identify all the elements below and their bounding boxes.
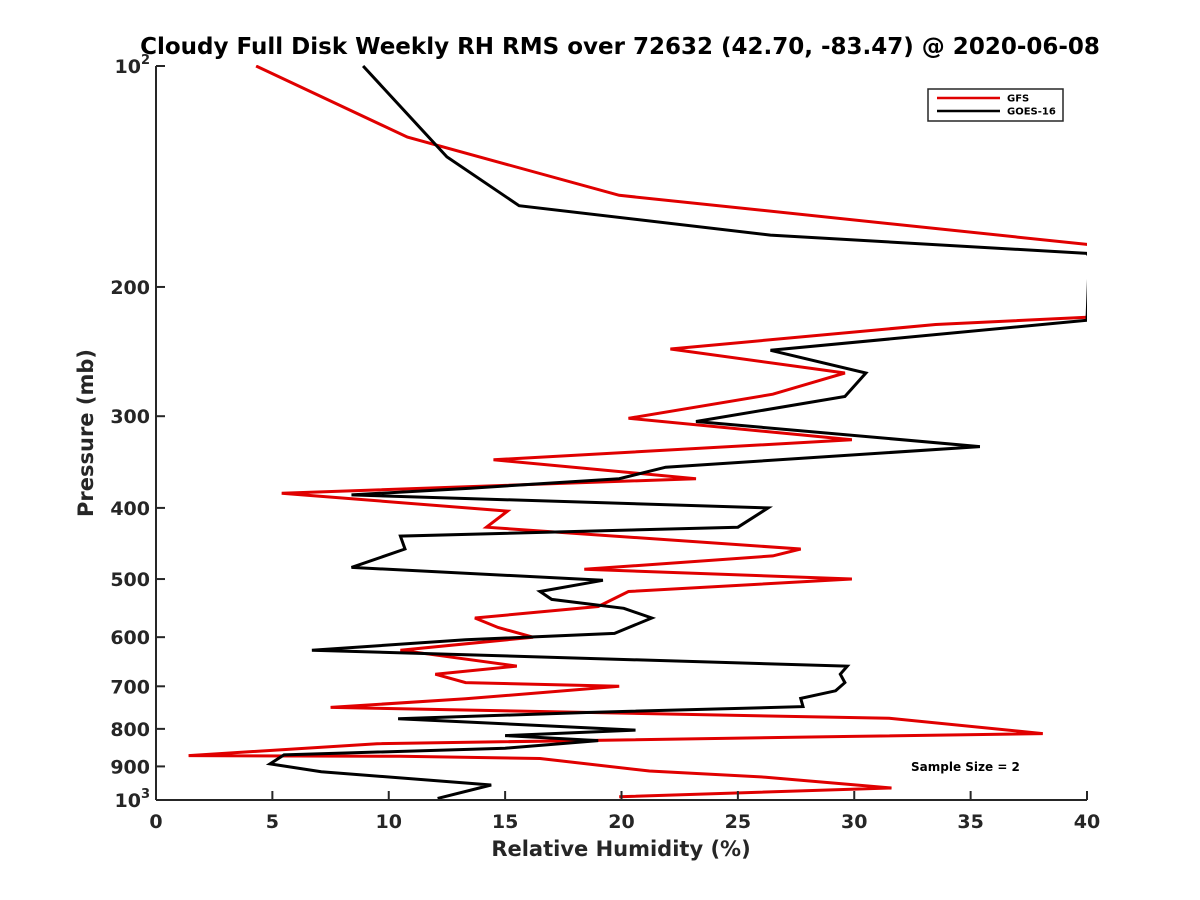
- x-tick-label: 15: [492, 811, 518, 833]
- y-tick-label: 102: [115, 53, 151, 78]
- sample-size-annotation: Sample Size = 2: [911, 760, 1020, 774]
- y-tick-label: 800: [110, 719, 150, 741]
- y-tick-label: 900: [110, 756, 150, 778]
- y-tick-label: 600: [110, 627, 150, 649]
- x-axis-label: Relative Humidity (%): [491, 837, 750, 861]
- x-tick-label: 30: [841, 811, 867, 833]
- x-tick-label: 5: [266, 811, 279, 833]
- y-tick-label: 300: [110, 406, 150, 428]
- y-tick-label: 500: [110, 569, 150, 591]
- x-axis-ticks: 0 5 10 15 20 25 30 35 40: [149, 791, 1100, 833]
- chart-title: Cloudy Full Disk Weekly RH RMS over 7263…: [140, 34, 1100, 60]
- y-tick-label: 200: [110, 277, 150, 299]
- x-tick-label: 10: [376, 811, 402, 833]
- series-line-goes16: [265, 65, 1087, 800]
- x-tick-label: 35: [957, 811, 983, 833]
- series-line-gfs: [188, 65, 1087, 799]
- y-tick-label: 700: [110, 676, 150, 698]
- y-tick-label: 103: [115, 787, 151, 812]
- plot-series: [188, 65, 1087, 800]
- legend-label-gfs: GFS: [1007, 94, 1029, 105]
- legend-box: [927, 88, 1064, 122]
- y-axis-ticks: 102 200 300 400 500 600 700 800 900 103: [110, 53, 165, 812]
- y-tick-label: 400: [110, 498, 150, 520]
- x-tick-label: 25: [725, 811, 751, 833]
- x-tick-label: 40: [1074, 811, 1100, 833]
- legend-label-goes16: GOES-16: [1007, 107, 1056, 118]
- x-tick-label: 0: [149, 811, 162, 833]
- y-axis-label: Pressure (mb): [74, 349, 98, 517]
- x-tick-label: 20: [608, 811, 634, 833]
- legend: GFS GOES-16: [927, 88, 1064, 122]
